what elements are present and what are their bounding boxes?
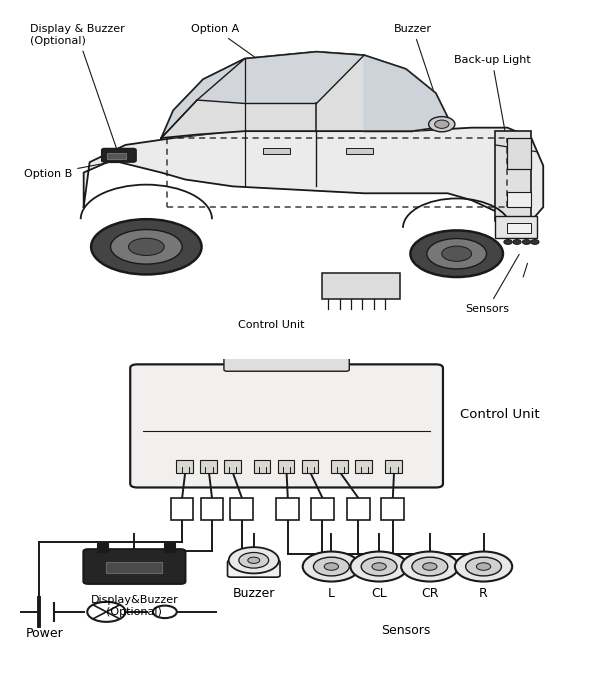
Circle shape [466, 557, 501, 576]
Bar [254, 460, 270, 473]
Bar [507, 192, 531, 207]
FancyBboxPatch shape [224, 355, 349, 372]
Bar [97, 543, 108, 552]
Bar [322, 273, 400, 298]
Bar [164, 543, 175, 552]
Ellipse shape [110, 230, 182, 264]
Polygon shape [83, 127, 543, 221]
Bar [347, 148, 373, 153]
Bar [176, 460, 193, 473]
Circle shape [239, 553, 269, 568]
Bar [200, 498, 224, 519]
Bar [276, 498, 299, 519]
Circle shape [361, 557, 397, 576]
FancyBboxPatch shape [130, 364, 443, 487]
Text: R: R [479, 587, 488, 600]
Circle shape [412, 557, 448, 576]
Text: Buzzer: Buzzer [394, 24, 441, 113]
Text: L: L [328, 587, 335, 600]
Polygon shape [364, 55, 448, 131]
FancyBboxPatch shape [102, 148, 136, 162]
Bar [496, 131, 531, 221]
Text: Sensors: Sensors [466, 254, 519, 314]
Ellipse shape [91, 219, 202, 275]
Circle shape [530, 239, 539, 244]
Text: Back-up Light: Back-up Light [454, 55, 530, 191]
Bar [230, 498, 253, 519]
Bar [507, 138, 531, 169]
Bar [224, 460, 241, 473]
Bar [171, 498, 194, 519]
Bar [507, 222, 531, 233]
Text: Option B: Option B [24, 161, 117, 179]
Circle shape [523, 239, 530, 244]
Text: CL: CL [371, 587, 387, 600]
Bar [278, 460, 294, 473]
Bar [311, 498, 334, 519]
Polygon shape [161, 58, 245, 138]
Circle shape [429, 117, 455, 132]
Polygon shape [161, 52, 448, 138]
Circle shape [504, 239, 512, 244]
Text: Display & Buzzer
(Optional): Display & Buzzer (Optional) [30, 24, 125, 155]
Ellipse shape [410, 231, 503, 277]
Bar [381, 498, 404, 519]
Text: Sensors: Sensors [381, 624, 431, 637]
Bar [347, 498, 370, 519]
Text: Option A: Option A [191, 24, 255, 57]
FancyBboxPatch shape [228, 560, 280, 577]
Circle shape [513, 239, 521, 244]
Circle shape [324, 563, 339, 570]
Polygon shape [197, 52, 364, 104]
Circle shape [401, 551, 459, 582]
Bar [106, 561, 163, 574]
Circle shape [248, 557, 259, 563]
Text: Control Unit: Control Unit [460, 408, 540, 422]
Text: Display&Buzzer
(Optional): Display&Buzzer (Optional) [91, 595, 178, 617]
Text: Control Unit: Control Unit [239, 320, 305, 330]
Circle shape [423, 563, 437, 570]
Bar [331, 460, 348, 473]
Circle shape [435, 120, 449, 128]
FancyBboxPatch shape [83, 549, 185, 584]
Circle shape [314, 557, 350, 576]
Circle shape [476, 563, 491, 570]
Bar [107, 153, 126, 159]
Ellipse shape [427, 239, 487, 269]
Ellipse shape [128, 238, 164, 256]
Bar [301, 460, 319, 473]
Bar [262, 148, 289, 153]
Circle shape [153, 605, 177, 618]
Circle shape [87, 602, 125, 622]
Text: Buzzer: Buzzer [233, 587, 275, 600]
Text: CR: CR [421, 587, 438, 600]
Circle shape [372, 563, 386, 570]
Circle shape [455, 551, 512, 582]
Ellipse shape [442, 246, 471, 261]
Circle shape [229, 547, 279, 574]
Bar [496, 216, 537, 238]
Bar [200, 460, 217, 473]
Circle shape [303, 551, 360, 582]
Bar [385, 460, 402, 473]
Text: Power: Power [26, 627, 64, 640]
Circle shape [350, 551, 408, 582]
Bar [355, 460, 372, 473]
